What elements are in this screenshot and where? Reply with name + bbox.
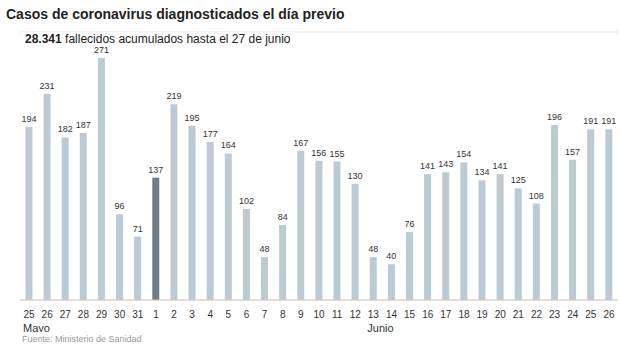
svg-text:23: 23 [549, 309, 561, 320]
svg-text:28: 28 [78, 309, 90, 320]
svg-text:8: 8 [280, 309, 286, 320]
svg-text:84: 84 [278, 212, 288, 222]
svg-text:194: 194 [21, 114, 36, 124]
svg-text:154: 154 [456, 149, 471, 159]
svg-text:271: 271 [94, 45, 109, 55]
svg-text:102: 102 [239, 196, 254, 206]
svg-text:156: 156 [311, 148, 326, 158]
svg-text:5: 5 [226, 309, 232, 320]
svg-text:71: 71 [133, 224, 143, 234]
svg-text:195: 195 [185, 113, 200, 123]
svg-text:13: 13 [368, 309, 380, 320]
svg-text:29: 29 [96, 309, 108, 320]
svg-text:20: 20 [495, 309, 507, 320]
svg-text:6: 6 [244, 309, 250, 320]
svg-text:40: 40 [386, 251, 396, 261]
svg-text:164: 164 [221, 140, 236, 150]
svg-text:18: 18 [458, 309, 470, 320]
svg-text:10: 10 [313, 309, 325, 320]
svg-text:19: 19 [477, 309, 489, 320]
svg-text:22: 22 [531, 309, 543, 320]
svg-text:108: 108 [529, 191, 544, 201]
svg-text:167: 167 [293, 138, 308, 148]
svg-text:48: 48 [368, 244, 378, 254]
html-text:28.341 fallecidos acumulados h: 28.341 fallecidos acumulados hasta el 27… [25, 32, 291, 46]
svg-text:16: 16 [422, 309, 434, 320]
svg-text:9: 9 [298, 309, 304, 320]
svg-text:134: 134 [474, 167, 489, 177]
svg-text:219: 219 [166, 91, 181, 101]
svg-text:141: 141 [420, 161, 435, 171]
svg-text:76: 76 [404, 219, 414, 229]
html-text:Fuente: Ministerio de Sanidad: Fuente: Ministerio de Sanidad [22, 334, 142, 344]
svg-text:191: 191 [601, 116, 612, 126]
svg-text:96: 96 [115, 201, 125, 211]
svg-text:177: 177 [203, 129, 218, 139]
svg-text:4: 4 [207, 309, 213, 320]
svg-text:31: 31 [132, 309, 144, 320]
svg-text:15: 15 [404, 309, 416, 320]
svg-text:187: 187 [76, 120, 91, 130]
svg-text:27: 27 [60, 309, 72, 320]
svg-text:25: 25 [585, 309, 597, 320]
svg-text:26: 26 [42, 309, 54, 320]
svg-text:12: 12 [350, 309, 362, 320]
svg-text:157: 157 [565, 147, 580, 157]
svg-text:Junio: Junio [367, 322, 393, 332]
svg-text:25: 25 [23, 309, 35, 320]
svg-text:48: 48 [260, 244, 270, 254]
svg-text:Mayo: Mayo [23, 322, 50, 332]
svg-text:191: 191 [583, 116, 598, 126]
svg-text:2: 2 [171, 309, 177, 320]
svg-text:196: 196 [547, 112, 562, 122]
svg-text:130: 130 [348, 171, 363, 181]
svg-text:141: 141 [493, 161, 508, 171]
svg-text:143: 143 [438, 159, 453, 169]
svg-text:1: 1 [153, 309, 159, 320]
svg-text:26: 26 [603, 309, 612, 320]
svg-text:155: 155 [329, 149, 344, 159]
svg-text:24: 24 [567, 309, 579, 320]
svg-text:14: 14 [386, 309, 398, 320]
svg-text:30: 30 [114, 309, 126, 320]
svg-text:17: 17 [440, 309, 452, 320]
svg-text:11: 11 [332, 309, 343, 320]
svg-text:7: 7 [262, 309, 268, 320]
html-text:Casos de coronavirus diagnosti: Casos de coronavirus diagnosticados el d… [6, 6, 345, 22]
svg-text:231: 231 [40, 81, 55, 91]
svg-text:3: 3 [189, 309, 195, 320]
svg-text:125: 125 [511, 175, 526, 185]
svg-text:137: 137 [148, 165, 163, 175]
svg-text:21: 21 [513, 309, 525, 320]
svg-text:182: 182 [58, 124, 73, 134]
